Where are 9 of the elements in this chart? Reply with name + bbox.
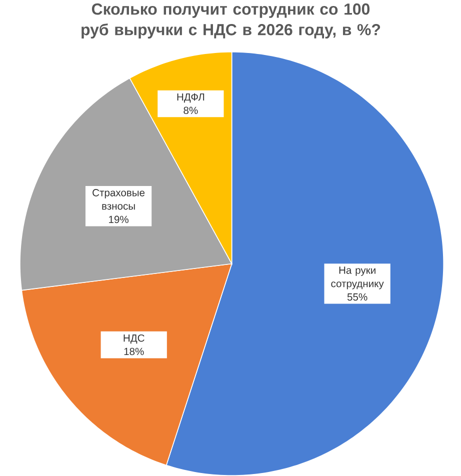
slice-label: На руки сотруднику	[330, 266, 384, 290]
slice-label: НДС	[124, 334, 144, 344]
slice-label: НДФЛ	[177, 93, 204, 103]
data-label: 55%	[347, 293, 368, 301]
data-label: 18%	[124, 348, 144, 356]
data-label: 19%	[108, 216, 128, 224]
slice-label: Страховые взносы	[92, 189, 144, 210]
chart-title: Сколько получит сотрудник со 100 руб выручки с НДС в 2026 году, в %?	[81, 3, 380, 38]
data-label: 8%	[183, 106, 198, 114]
